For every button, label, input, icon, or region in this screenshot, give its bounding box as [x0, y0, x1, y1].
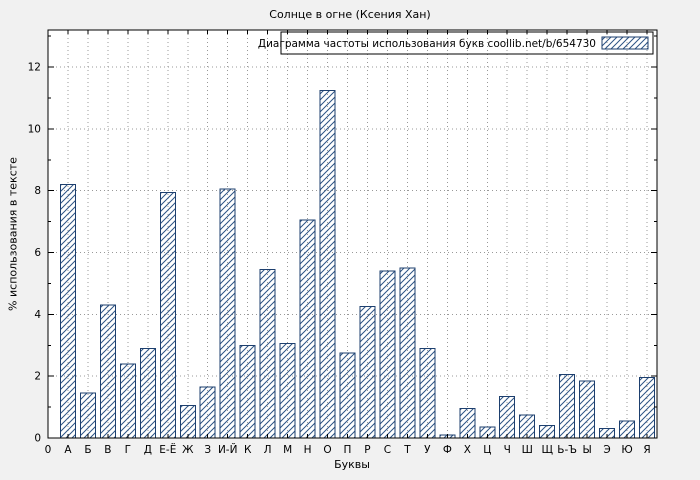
x-tick-label: Э — [603, 444, 610, 456]
y-axis-label: % использования в тексте — [6, 157, 20, 311]
x-tick-label: С — [384, 444, 391, 456]
bar-Ь-Ъ — [559, 374, 576, 439]
bar-П — [339, 352, 356, 439]
x-tick-label: О — [323, 444, 331, 456]
x-tick-label: И-Й — [218, 443, 238, 456]
bar-Б — [79, 392, 96, 439]
x-tick-label: М — [283, 444, 292, 456]
plot-border — [47, 29, 658, 439]
y-tick-label: 8 — [34, 185, 41, 197]
x-tick-label: А — [64, 444, 72, 456]
bar-К — [239, 344, 256, 439]
bar-Р — [359, 306, 376, 439]
x-tick-label: Е-Ё — [159, 443, 176, 456]
bar-А — [59, 184, 76, 439]
x-tick-label: Г — [125, 444, 131, 456]
x-tick-label: Ш — [522, 444, 533, 456]
bar-О — [319, 89, 336, 439]
bar-Х — [459, 408, 476, 439]
y-tick-label: 10 — [28, 123, 41, 135]
x-tick-label: Ы — [582, 444, 591, 456]
x-tick-label: Д — [144, 444, 152, 456]
x-axis-label: Буквы — [334, 458, 370, 471]
x-tick-label: В — [104, 444, 111, 456]
bar-Т — [399, 267, 416, 439]
bar-М — [279, 343, 296, 439]
y-tick-label: 0 — [34, 433, 41, 445]
x-tick-label: Х — [464, 444, 471, 456]
y-tick-label: 2 — [34, 371, 41, 383]
x-tick-label: Ж — [182, 444, 194, 456]
x-tick-label: Н — [304, 444, 312, 456]
y-tick-label: 6 — [34, 247, 41, 259]
x-tick-label: Р — [364, 444, 370, 456]
bar-Я — [639, 377, 656, 439]
bar-У — [419, 347, 436, 439]
chart-title: Солнце в огне (Ксения Хан) — [269, 8, 431, 21]
y-tick-label: 4 — [34, 309, 41, 321]
bar-Д — [139, 347, 156, 439]
x-tick-label: Я — [643, 444, 650, 456]
bar-Н — [299, 219, 316, 439]
x-tick-label: У — [424, 444, 431, 456]
x-tick-label: Ю — [621, 444, 632, 456]
legend-box — [280, 31, 654, 55]
bar-З — [199, 386, 216, 439]
bar-Ч — [499, 395, 516, 439]
x-tick-label: П — [344, 444, 352, 456]
x-tick-label: Ч — [504, 444, 511, 456]
bar-Г — [119, 363, 136, 439]
x-tick-label: З — [204, 444, 211, 456]
legend-swatch — [601, 36, 649, 50]
bar-Ы — [579, 380, 596, 439]
bar-Л — [259, 269, 276, 439]
x-tick-label: Ь-Ъ — [557, 444, 577, 456]
x-tick-label: Б — [84, 444, 91, 456]
bar-Е-Ё — [159, 191, 176, 439]
bar-С — [379, 270, 396, 439]
x-tick-label: Ф — [443, 444, 452, 456]
bar-И-Й — [219, 188, 236, 439]
x-tick-label: К — [244, 444, 252, 456]
x-origin-label: 0 — [45, 444, 52, 456]
x-tick-label: Ц — [483, 444, 491, 456]
x-tick-label: Т — [403, 444, 411, 456]
bar-В — [99, 304, 116, 439]
bar-Ж — [179, 405, 196, 439]
y-tick-label: 12 — [28, 62, 41, 74]
x-tick-label: Л — [264, 444, 272, 456]
x-tick-label: Щ — [541, 444, 553, 456]
legend-label: Диаграмма частоты использования букв coo… — [258, 38, 596, 50]
